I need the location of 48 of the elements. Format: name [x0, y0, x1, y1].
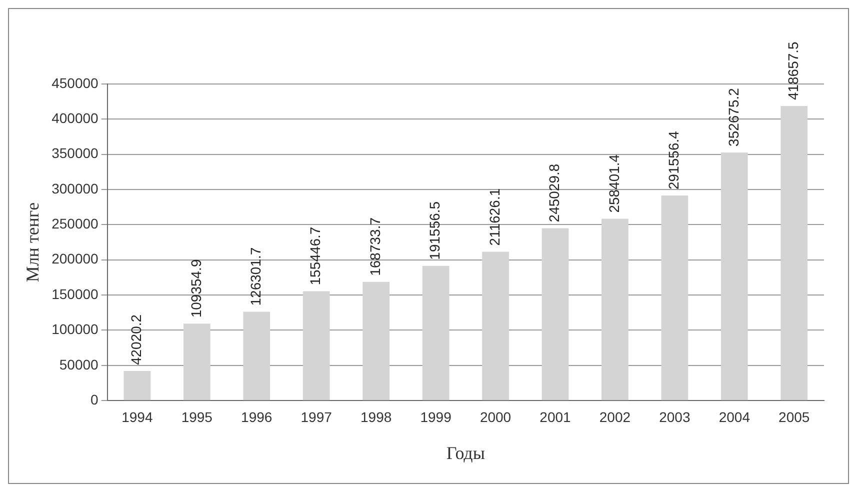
x-tick-label: 1996 [241, 408, 272, 425]
y-tick-label: 200000 [52, 250, 99, 267]
y-tick-label: 350000 [52, 145, 99, 162]
data-label: 291556.4 [666, 130, 682, 190]
bar [243, 312, 270, 400]
y-tick-label: 250000 [52, 216, 99, 232]
y-tick-label: 100000 [52, 321, 99, 338]
x-tick-label: 1999 [420, 408, 452, 425]
x-tick-label: 2004 [718, 408, 750, 425]
bar [422, 266, 450, 400]
bar [183, 324, 210, 400]
x-tick-label: 1998 [360, 408, 392, 425]
bar [542, 228, 569, 400]
x-tick-label: 2003 [659, 408, 690, 425]
y-tick-label: 300000 [52, 180, 99, 196]
bar [720, 152, 748, 400]
data-label: 168733.7 [366, 217, 383, 276]
bar [602, 218, 628, 400]
bar [362, 282, 390, 400]
data-label: 258401.4 [606, 154, 622, 213]
x-tick-label: 2001 [540, 408, 572, 425]
data-label: 126301.7 [247, 247, 264, 306]
data-label: 155446.7 [307, 226, 324, 286]
data-label: 352675.2 [725, 88, 742, 146]
y-tick-label: 0 [90, 391, 99, 408]
y-tick-label: 150000 [52, 286, 99, 302]
x-tick-label: 1994 [122, 408, 153, 425]
bar [124, 371, 151, 400]
data-label: 211626.1 [486, 188, 502, 246]
data-label: 42020.2 [128, 314, 144, 366]
x-tick-label: 1997 [300, 408, 332, 425]
y-axis-title: Млн тенге [22, 202, 43, 282]
data-label: 418657.5 [785, 41, 801, 100]
y-tick-label: 450000 [52, 74, 99, 91]
bar [780, 106, 808, 400]
x-tick-label: 1995 [181, 408, 213, 425]
x-tick-label: 2002 [599, 408, 631, 425]
data-label: 245029.8 [546, 164, 562, 222]
data-label: 109354.9 [188, 259, 204, 318]
x-tick-label: 2000 [480, 408, 512, 425]
x-axis-title: Годы [446, 442, 485, 463]
bar [661, 195, 688, 400]
bar [302, 291, 330, 400]
x-tick-label: 2005 [778, 408, 810, 425]
bar [482, 252, 509, 400]
data-label: 191556.5 [426, 201, 443, 260]
y-tick-label: 50000 [59, 356, 99, 372]
y-tick-label: 400000 [52, 110, 99, 126]
